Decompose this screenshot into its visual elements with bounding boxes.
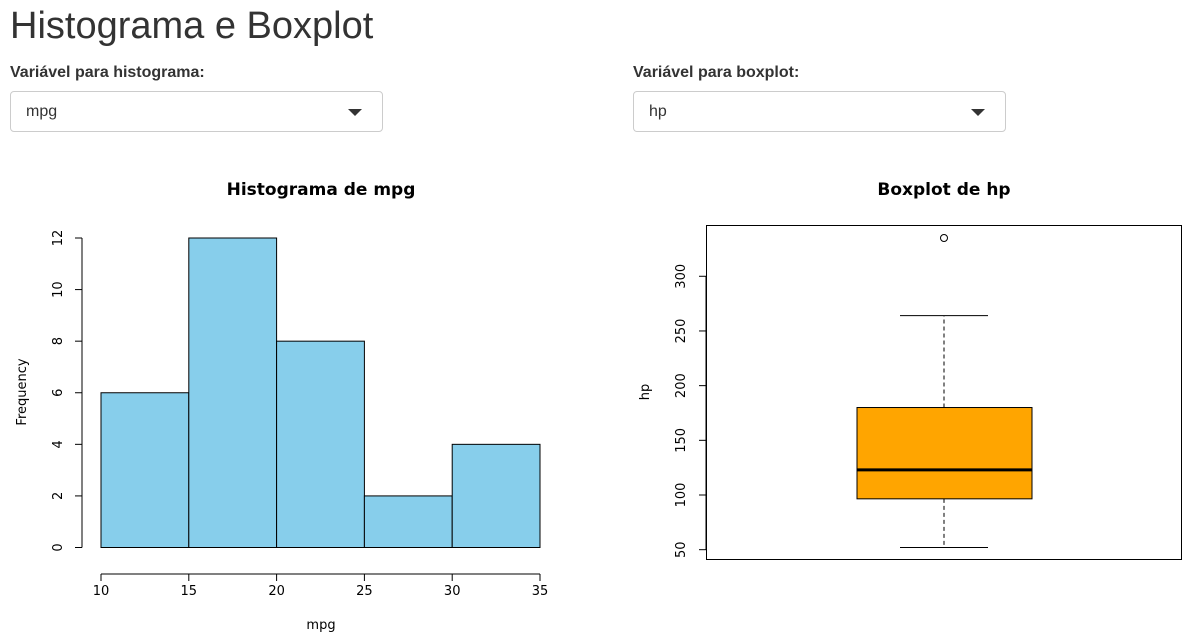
chevron-down-icon <box>971 109 985 116</box>
y-tick-label: 0 <box>51 543 66 551</box>
histogram-bar <box>363 495 453 548</box>
y-tick-label: 6 <box>51 389 66 397</box>
y-tick-label: 4 <box>51 440 66 448</box>
x-axis-label: mpg <box>306 618 335 633</box>
y-tick-label: 100 <box>674 483 689 508</box>
x-tick-label: 10 <box>93 584 110 599</box>
y-tick-label: 10 <box>51 281 66 298</box>
x-tick-label: 20 <box>268 584 285 599</box>
x-tick-label: 15 <box>181 584 198 599</box>
x-tick-label: 35 <box>532 584 549 599</box>
x-tick-label: 30 <box>444 584 461 599</box>
page-title: Histograma e Boxplot <box>10 5 374 47</box>
chart-title: Histograma de mpg <box>227 180 416 200</box>
box-iqr <box>856 407 1033 500</box>
y-tick-label: 300 <box>674 264 689 289</box>
y-tick-label: 250 <box>674 319 689 344</box>
histogram-plot: Histograma de mpg 10 15 20 25 30 35 mpg 0 2 4 6 8 10 1… <box>15 180 549 633</box>
boxplot-variable-label: Variável para boxplot: <box>633 64 800 81</box>
boxplot-variable-select[interactable]: hp <box>633 91 1006 132</box>
histogram-variable-label: Variável para histograma: <box>10 64 205 81</box>
y-tick-label: 12 <box>51 230 66 247</box>
y-tick-label: 150 <box>674 428 689 453</box>
boxplot-plot: Boxplot de hp 50 100 150 200 250 300 hp <box>638 180 1182 560</box>
histogram-bar <box>188 237 278 548</box>
x-tick-label: 25 <box>356 584 373 599</box>
y-axis-label: Frequency <box>15 358 30 425</box>
chart-title: Boxplot de hp <box>877 180 1010 200</box>
outlier-point <box>940 234 948 242</box>
histogram-bar <box>451 443 541 549</box>
histogram-bar <box>100 392 190 548</box>
y-tick-label: 8 <box>51 337 66 345</box>
chevron-down-icon <box>348 109 362 116</box>
histogram-variable-select[interactable]: mpg <box>10 91 383 132</box>
y-tick-label: 2 <box>51 492 66 500</box>
histogram-bar <box>276 340 365 548</box>
y-tick-label: 200 <box>674 373 689 398</box>
y-axis-label: hp <box>638 384 653 401</box>
boxplot-variable-value: hp <box>649 103 667 120</box>
histogram-variable-value: mpg <box>26 103 58 120</box>
y-tick-label: 50 <box>674 541 689 558</box>
